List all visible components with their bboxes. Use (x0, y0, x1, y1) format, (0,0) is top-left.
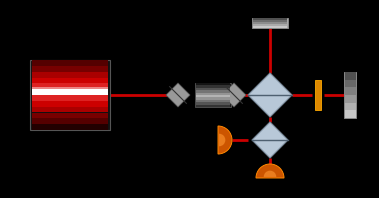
Bar (32, 60, 108, 66)
Bar (32, 118, 108, 124)
Bar (252, 18, 288, 28)
Bar (196, 105, 230, 107)
Bar (32, 107, 108, 112)
Bar (344, 72, 356, 118)
Bar (195, 83, 231, 107)
Bar (196, 88, 230, 90)
Bar (32, 83, 108, 89)
Bar (253, 24, 287, 26)
Bar (345, 80, 356, 87)
Bar (32, 87, 108, 94)
Bar (196, 100, 230, 102)
Bar (196, 90, 230, 93)
Bar (253, 26, 287, 28)
Bar (345, 103, 356, 110)
Bar (253, 22, 287, 24)
Polygon shape (248, 73, 292, 117)
Bar (196, 95, 230, 97)
Bar (32, 112, 108, 118)
Bar (196, 97, 230, 100)
Wedge shape (219, 134, 226, 146)
Bar (196, 85, 230, 88)
Bar (32, 66, 108, 72)
Bar (345, 110, 356, 118)
Bar (32, 72, 108, 77)
Bar (32, 101, 108, 107)
Polygon shape (252, 122, 288, 158)
Bar (32, 77, 108, 83)
Bar (253, 20, 287, 22)
Polygon shape (222, 83, 246, 107)
Bar (196, 83, 230, 85)
Bar (345, 87, 356, 95)
Wedge shape (264, 171, 276, 177)
Wedge shape (256, 164, 284, 178)
Bar (32, 95, 108, 101)
Bar (315, 80, 321, 110)
Bar (345, 72, 356, 80)
Bar (253, 18, 287, 20)
Bar (32, 124, 108, 130)
Bar (196, 102, 230, 105)
Bar (345, 95, 356, 103)
Bar (30, 60, 110, 130)
Wedge shape (218, 126, 232, 154)
Bar (32, 89, 108, 95)
Bar (196, 93, 230, 95)
Polygon shape (166, 83, 190, 107)
